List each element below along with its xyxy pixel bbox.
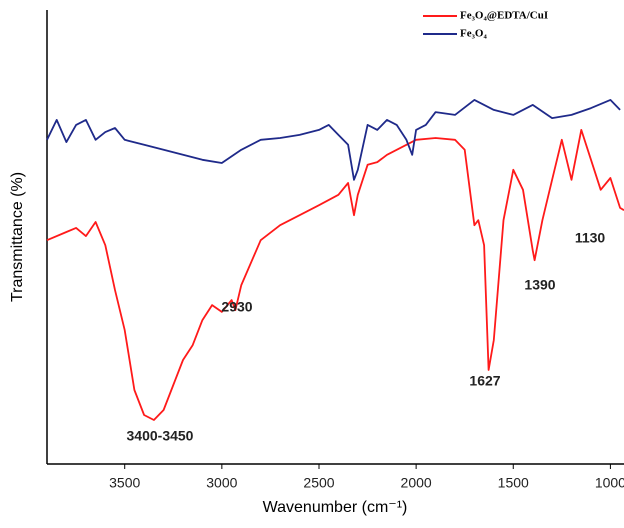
- x-axis-label: Wavenumber (cm⁻¹): [263, 499, 408, 516]
- legend-label: Fe₃O₄@EDTA/CuI: [460, 10, 548, 22]
- legend-label: Fe₃O₄: [460, 28, 487, 40]
- x-tick-label: 3500: [109, 475, 140, 491]
- x-tick-label: 2000: [401, 475, 432, 491]
- x-tick-label: 3000: [206, 475, 237, 491]
- annotation: 1130: [575, 230, 606, 246]
- annotation: 1390: [524, 277, 555, 293]
- y-axis-label: Transmittance (%): [9, 172, 26, 302]
- annotation: 3400-3450: [127, 428, 194, 444]
- series-line: [46, 129, 624, 421]
- x-tick-label: 1500: [498, 475, 529, 491]
- annotation: 2930: [221, 299, 252, 315]
- series-line: [46, 99, 621, 181]
- x-tick-label: 1000: [595, 475, 624, 491]
- annotation: 1627: [469, 373, 500, 389]
- x-tick-label: 2500: [303, 475, 334, 491]
